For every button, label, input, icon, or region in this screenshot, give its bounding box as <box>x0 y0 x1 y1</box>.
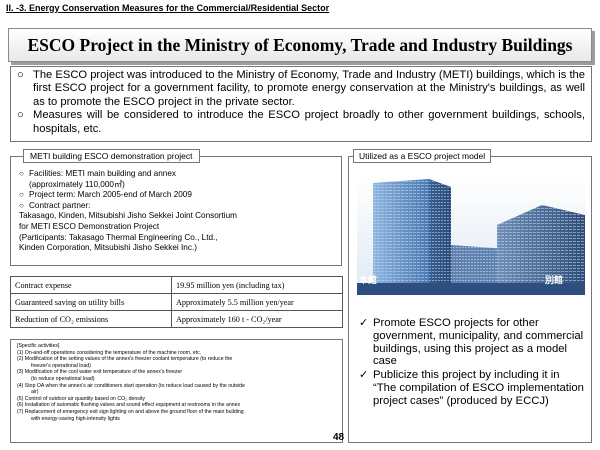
intro-item: ○ Measures will be considered to introdu… <box>17 109 585 136</box>
facilities-text: Facilities: METI main building and annex <box>29 169 176 178</box>
activity-item: (to reduce operational load) <box>31 375 95 382</box>
activity-item: (4) Stop OA when the annex's air conditi… <box>17 382 245 389</box>
table-cell-label: Guaranteed saving on utility bills <box>10 293 172 311</box>
project-term-text: Project term: March 2005-end of March 20… <box>29 190 192 200</box>
activity-item: (7) Replacement of emergency exit sign l… <box>17 408 244 415</box>
intro-text: The ESCO project was introduced to the M… <box>33 69 585 108</box>
buildings-illustration <box>357 175 585 295</box>
partner-line: (Participants: Takasago Thermal Engineer… <box>19 232 218 242</box>
partner-line: for METI ESCO Demonstration Project <box>19 221 160 231</box>
table-row: Guaranteed saving on utility bills Appro… <box>10 293 343 311</box>
project-term-item: ○ Project term: March 2005-end of March … <box>19 190 337 201</box>
partner-line: Takasago, Kinden, Mitsubishi Jisho Sekke… <box>19 211 237 221</box>
activity-item: with energy-saving high-intensity lights <box>31 415 120 422</box>
table-cell-value: Approximately 160 t - CO₂/year <box>171 310 343 328</box>
title-banner: ESCO Project in the Ministry of Economy,… <box>8 28 592 62</box>
table-cell-value: Approximately 5.5 million yen/year <box>171 293 343 311</box>
activity-item: (5) Control of outdoor air quantity base… <box>17 395 146 402</box>
partner-line: Kinden Corporation, Mitsubishi Jisho Sek… <box>19 243 197 253</box>
contract-partner-text: Contract partner: <box>29 200 91 210</box>
model-usage-box: Utilized as a ESCO project model <box>348 149 592 443</box>
section-heading: II. -3. Energy Conservation Measures for… <box>6 3 330 13</box>
project-figures-table: Contract expense 19.95 million yen (incl… <box>10 276 343 328</box>
specific-activities-box: [Specific activities] (1) On-and-off ope… <box>10 339 343 443</box>
table-row: Contract expense 19.95 million yen (incl… <box>10 276 343 294</box>
page-number: 48 <box>333 432 345 443</box>
activities-header: [Specific activities] <box>17 343 60 349</box>
check-mark-icon: ✓ <box>359 317 369 329</box>
facilities-item: ○ Facilities: METI main building and ann… <box>19 169 337 180</box>
model-usage-list: ✓ Promote ESCO projects for other govern… <box>359 317 585 409</box>
main-building-label: 本館 <box>359 275 378 285</box>
circle-bullet-icon: ○ <box>17 109 24 122</box>
demo-project-content: ○ Facilities: METI main building and ann… <box>19 169 337 254</box>
activity-item: (1) On-and-off operations considering th… <box>17 349 202 356</box>
circle-bullet-icon: ○ <box>19 169 24 178</box>
intro-text: Measures will be considered to introduce… <box>33 109 585 135</box>
circle-bullet-icon: ○ <box>19 200 24 210</box>
contract-partner-item: ○ Contract partner: <box>19 201 337 212</box>
intro-item: ○ The ESCO project was introduced to the… <box>17 69 585 109</box>
list-item: ✓ Promote ESCO projects for other govern… <box>359 317 585 368</box>
table-row: Reduction of CO₂ emissions Approximately… <box>10 310 343 328</box>
list-item-text: Promote ESCO projects for other governme… <box>373 317 584 368</box>
demo-project-tab: METI building ESCO demonstration project <box>23 149 200 163</box>
table-cell-value: 19.95 million yen (including tax) <box>171 276 343 294</box>
annex-building-label: 別館 <box>545 275 564 285</box>
activity-item: (6) Installation of automatic flushing v… <box>17 402 241 409</box>
activity-item: freezer's operational load) <box>31 362 91 369</box>
table-cell-label: Contract expense <box>10 276 172 294</box>
page-title: ESCO Project in the Ministry of Economy,… <box>27 34 573 55</box>
list-item-text: Publicize this project by including it i… <box>373 369 584 407</box>
meti-buildings-photo: 本館 別館 <box>357 175 585 295</box>
model-usage-tab: Utilized as a ESCO project model <box>353 149 492 163</box>
activity-item: air) <box>31 389 39 396</box>
intro-box: ○ The ESCO project was introduced to the… <box>10 66 592 142</box>
list-item: ✓ Publicize this project by including it… <box>359 369 585 407</box>
facilities-detail: (approximately 110,000㎡) <box>29 179 125 189</box>
check-mark-icon: ✓ <box>359 369 369 382</box>
activity-item: (3) Modification of the cool water exit … <box>17 369 183 376</box>
circle-bullet-icon: ○ <box>17 69 24 81</box>
table-cell-label: Reduction of CO₂ emissions <box>10 310 172 328</box>
demo-project-box: METI building ESCO demonstration project… <box>10 149 342 266</box>
activity-item: (2) Modification of the setting values o… <box>17 356 233 363</box>
circle-bullet-icon: ○ <box>19 190 24 200</box>
